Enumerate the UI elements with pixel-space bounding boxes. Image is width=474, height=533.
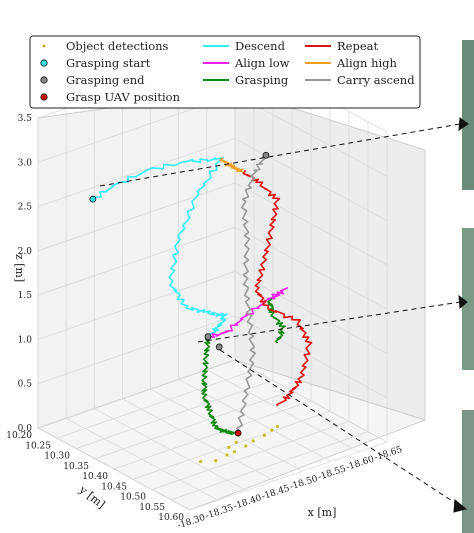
y-tick-label: 10.20	[6, 431, 32, 441]
marker-grasping-end	[204, 333, 212, 341]
x-tick-label: -18.55	[317, 464, 348, 482]
legend-label-grasp-uav-position: Grasp UAV position	[66, 90, 181, 104]
grid-line-y	[151, 111, 350, 490]
callout-arrow-top	[99, 123, 461, 187]
detection-point	[244, 444, 248, 448]
y-tick-label: 10.25	[25, 441, 51, 451]
y-tick-label: 10.60	[158, 513, 184, 523]
x-axis-label: x [m]	[308, 506, 337, 519]
y-tick-label: 10.55	[139, 503, 165, 513]
y-tick-label: 10.30	[44, 452, 70, 462]
grid-line-y	[132, 101, 331, 480]
grid-line-y	[56, 60, 255, 439]
x-tick-label: -18.60	[345, 455, 376, 473]
detection-point	[214, 458, 218, 463]
x-tick-label: -18.65	[373, 445, 404, 463]
y-tick-label: 10.50	[120, 493, 146, 503]
legend-label-descend: Descend	[235, 39, 286, 53]
legend-box	[29, 35, 421, 109]
axes-panes	[36, 89, 427, 511]
x-tick-label: -18.50	[289, 474, 320, 492]
photo-panel-1	[462, 40, 474, 190]
x-tick-label: -18.45	[261, 484, 292, 502]
x-tick-label: -18.35	[204, 503, 235, 521]
photo-strip	[462, 40, 474, 533]
marker-grasping-end	[215, 343, 223, 351]
z-tick-label: 0.0	[18, 424, 33, 434]
series-line-grasping	[201, 334, 239, 436]
legend-label-align-low: Align low	[234, 56, 290, 70]
legend-swatch-object-detections	[42, 44, 46, 48]
detection-point	[225, 453, 229, 457]
grid-line-y	[170, 121, 369, 501]
series-line-align-high	[219, 157, 244, 173]
y-tick-label: 10.35	[63, 462, 89, 472]
detection-point	[275, 424, 280, 429]
z-tick-label: 3.0	[18, 158, 33, 168]
x-tick-label: -18.40	[232, 493, 263, 511]
marker-grasping-end	[262, 151, 270, 159]
event-markers	[89, 151, 270, 437]
z-tick-label: 0.5	[18, 380, 33, 390]
detection-point	[251, 439, 255, 443]
arrowhead-bottom	[453, 499, 468, 513]
legend-swatch-grasping-start	[40, 59, 48, 67]
marker-grasp-uav-position	[234, 429, 242, 437]
detection-point	[270, 428, 274, 432]
photo-panel-3	[462, 410, 474, 533]
legend-label-align-high: Align high	[336, 56, 398, 70]
legend-swatch-grasp-uav-position	[40, 93, 48, 101]
trajectory-lines	[92, 154, 313, 464]
z-tick-label: 2.0	[18, 247, 33, 257]
detection-point	[227, 445, 231, 449]
callout-arrow-middle	[197, 301, 461, 343]
detection-point	[234, 440, 238, 444]
arrowhead-top	[458, 117, 469, 131]
grid-line-y	[113, 91, 312, 470]
legend-label-object-detections: Object detections	[66, 39, 169, 53]
z-tick-label: 1.5	[18, 291, 33, 301]
series-line-descend	[92, 156, 228, 338]
series-line-align-low	[207, 287, 288, 339]
detection-point	[232, 450, 237, 454]
grid-line-y	[189, 132, 388, 511]
z-tick-label: 1.0	[18, 335, 33, 345]
grid-line-y	[75, 70, 274, 449]
y-tick-label: 10.40	[82, 472, 108, 482]
detection-point	[199, 459, 203, 464]
legend-label-carry-ascend: Carry ascend	[337, 73, 415, 87]
z-tick-label: 2.5	[18, 203, 33, 213]
z-tick-label: 3.5	[18, 114, 33, 124]
photo-panel-2	[462, 228, 474, 370]
legend: Object detections Grasping start Grasping …	[29, 35, 421, 109]
legend-label-grasping: Grasping	[235, 73, 289, 87]
z-axis-ticks: 0.0 0.5 1.0 1.5 2.0 2.5 3.0 3.5	[18, 114, 33, 434]
legend-label-grasping-start: Grasping start	[66, 56, 151, 70]
arrowhead-middle	[458, 294, 468, 310]
detection-point	[262, 433, 267, 437]
legend-swatch-grasping-end	[40, 76, 48, 84]
series-line-grasping	[267, 298, 287, 344]
z-axis-label: z [m]	[13, 254, 26, 282]
legend-label-grasping-end: Grasping end	[66, 73, 145, 87]
series-line-repeat	[242, 169, 313, 407]
callout-arrow-bottom	[219, 349, 461, 507]
legend-label-repeat: Repeat	[337, 39, 378, 53]
y-axis-ticks: 10.2010.2510.3010.3510.4010.4510.5010.55…	[6, 431, 184, 523]
y-tick-label: 10.45	[101, 482, 127, 492]
marker-grasping-start	[89, 195, 97, 203]
series-line-carry-ascend	[236, 154, 267, 433]
callout-arrows	[99, 117, 469, 513]
